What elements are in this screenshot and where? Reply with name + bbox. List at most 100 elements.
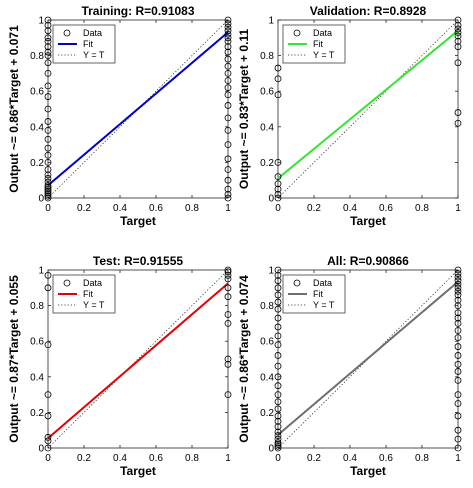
y-tick-label: 0.6 <box>260 337 274 348</box>
chart-title: Test: R=0.91555 <box>93 254 183 268</box>
data-point <box>274 398 282 406</box>
data-point <box>224 30 232 38</box>
data-point <box>44 171 52 179</box>
data-point <box>274 277 282 285</box>
x-tick-label: 0.4 <box>343 203 357 214</box>
identity-line <box>47 19 229 199</box>
chart-title: All: R=0.90866 <box>327 254 409 268</box>
data-point <box>454 368 462 375</box>
data-point <box>454 109 462 116</box>
data-point <box>224 114 232 122</box>
data-point <box>454 284 462 292</box>
data-point <box>224 185 232 193</box>
x-tick-label: 0.2 <box>307 453 321 464</box>
data-point <box>454 273 462 281</box>
y-tick-label: 0 <box>268 444 274 455</box>
y-axis-label: Output ~= 0.83*Target + 0.11 <box>237 29 251 190</box>
data-point <box>44 48 52 56</box>
data-point <box>454 426 462 434</box>
data-point <box>224 62 232 70</box>
data-point <box>274 185 282 193</box>
fit-line <box>277 29 459 180</box>
legend-fit-label: Fit <box>313 39 323 49</box>
data-point <box>274 305 282 313</box>
x-tick-label: 1 <box>455 453 461 464</box>
y-tick-label: 0.8 <box>260 301 274 312</box>
chart-panel-4: 00 0.2 0.2 0.4 0.4 0.6 0.6 0.8 0.8 1 1 All: R=0.908… <box>237 254 462 478</box>
data-point <box>274 314 282 322</box>
x-tick-label: 0.8 <box>185 203 199 214</box>
data-point <box>454 119 462 127</box>
x-tick-label: 0.6 <box>379 203 393 214</box>
data-point <box>224 176 232 184</box>
data-point <box>224 102 232 109</box>
identity-line <box>47 269 229 449</box>
y-tick-label: 0.2 <box>260 158 274 169</box>
data-point <box>224 319 232 327</box>
data-point <box>274 64 282 72</box>
data-point <box>44 135 52 143</box>
data-point <box>224 268 232 276</box>
data-point <box>454 314 462 322</box>
chart-title: Training: R=0.91083 <box>81 4 194 18</box>
data-point <box>44 144 52 152</box>
data-point <box>44 182 52 189</box>
y-tick-label: 1 <box>38 266 44 277</box>
data-point <box>274 341 282 349</box>
chart-title: Validation: R=0.8928 <box>310 4 427 18</box>
data-point <box>224 391 232 399</box>
fit-line <box>47 31 229 187</box>
chart-panel-2: 00 0.2 0.2 0.4 0.4 0.6 0.6 0.8 0.8 1 1 Validation: … <box>237 4 462 228</box>
data-point <box>454 25 462 33</box>
data-point <box>454 391 462 399</box>
data-point <box>454 309 462 317</box>
x-tick-label: 0.4 <box>343 453 357 464</box>
data-point <box>224 141 232 149</box>
x-tick-label: 1 <box>225 453 231 464</box>
data-point <box>44 166 52 173</box>
data-point <box>44 151 52 159</box>
legend-identity-label: Y = T <box>83 300 105 310</box>
data-point <box>224 55 232 63</box>
x-tick-label: 0 <box>45 203 51 214</box>
data-point <box>224 126 232 134</box>
y-tick-label: 0.4 <box>30 122 44 133</box>
data-point <box>224 275 232 283</box>
x-axis-label: Target <box>120 214 156 228</box>
legend-fit-label: Fit <box>83 289 93 299</box>
data-point <box>224 70 232 77</box>
legend-data-marker <box>63 279 71 287</box>
data-point <box>454 29 462 36</box>
x-tick-label: 0.6 <box>379 453 393 464</box>
data-point <box>454 32 462 40</box>
data-point <box>454 287 462 295</box>
identity-line <box>277 19 459 199</box>
data-point <box>44 70 52 77</box>
data-point <box>454 412 462 420</box>
y-tick-label: 0.2 <box>30 408 44 419</box>
y-tick-label: 0.8 <box>30 301 44 312</box>
legend-data-label: Data <box>83 278 102 288</box>
data-point <box>44 284 52 292</box>
data-point <box>274 412 282 420</box>
data-point <box>454 360 462 368</box>
data-point <box>44 192 52 200</box>
data-point <box>44 82 52 90</box>
x-tick-label: 0.8 <box>415 453 429 464</box>
y-axis-label: Output ~= 0.86*Target + 0.071 <box>7 25 21 193</box>
x-tick-label: 1 <box>225 203 231 214</box>
data-point <box>274 405 282 413</box>
legend-identity-label: Y = T <box>83 50 105 60</box>
data-point <box>44 433 52 441</box>
data-point <box>224 166 232 173</box>
data-point <box>44 437 52 445</box>
chart-panel-3: 00 0.2 0.2 0.4 0.4 0.6 0.6 0.8 0.8 1 1 Test: R=0.91… <box>7 254 232 478</box>
data-point <box>44 341 52 349</box>
identity-line <box>277 269 459 449</box>
data-point <box>224 91 232 99</box>
legend-fit-label: Fit <box>83 39 93 49</box>
data-point <box>224 43 232 51</box>
data-point <box>274 284 282 292</box>
